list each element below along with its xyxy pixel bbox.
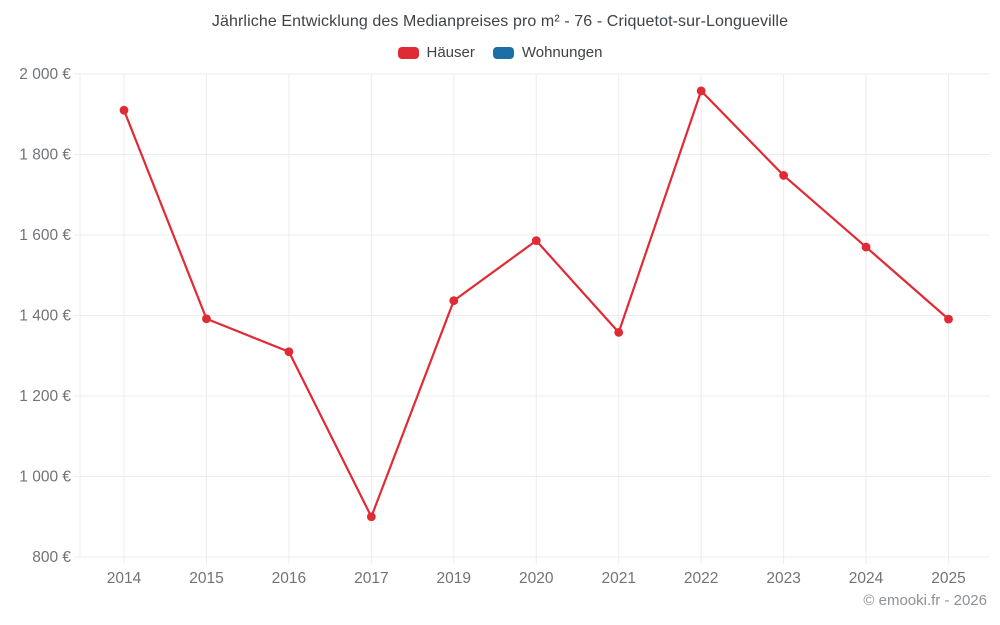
copyright-text: © emooki.fr - 2026 bbox=[863, 592, 987, 609]
y-axis-tick-label: 1 600 € bbox=[19, 227, 71, 244]
legend-item-wohnungen[interactable]: Wohnungen bbox=[492, 44, 603, 61]
data-point-2022[interactable] bbox=[696, 86, 706, 96]
x-axis-tick-label: 2016 bbox=[272, 570, 306, 587]
x-axis-tick-label: 2019 bbox=[437, 570, 471, 587]
x-axis-tick-label: 2017 bbox=[354, 570, 388, 587]
y-axis-tick-label: 1 400 € bbox=[19, 308, 71, 325]
y-axis-tick-label: 800 € bbox=[32, 549, 71, 566]
data-point-2019[interactable] bbox=[449, 296, 459, 306]
data-point-2025[interactable] bbox=[944, 314, 953, 324]
legend-item-haeuser[interactable]: Häuser bbox=[397, 44, 475, 61]
haeuser-series-swatch-icon bbox=[397, 46, 419, 59]
x-axis-tick-label: 2014 bbox=[107, 570, 142, 587]
y-axis-tick-label: 1 200 € bbox=[19, 388, 71, 405]
x-axis-tick-label: 2022 bbox=[684, 570, 718, 587]
x-axis-tick-label: 2021 bbox=[601, 570, 635, 587]
x-axis-tick-label: 2023 bbox=[766, 570, 800, 587]
legend-label-haeuser: Häuser bbox=[426, 44, 475, 61]
wohnungen-series-swatch-icon bbox=[492, 46, 514, 59]
chart-title: Jährliche Entwicklung des Medianpreises … bbox=[211, 13, 789, 30]
x-axis-tick-label: 2024 bbox=[849, 570, 884, 587]
x-axis-tick-label: 2020 bbox=[519, 570, 554, 587]
data-point-2023[interactable] bbox=[779, 171, 788, 180]
y-axis-tick-label: 2 000 € bbox=[19, 66, 71, 83]
y-axis-tick-label: 1 000 € bbox=[19, 469, 71, 486]
x-axis-tick-label: 2025 bbox=[931, 570, 965, 587]
data-point-2020[interactable] bbox=[531, 236, 541, 246]
legend-label-wohnungen: Wohnungen bbox=[521, 44, 603, 61]
chart-legend: Häuser Wohnungen bbox=[0, 44, 1000, 61]
data-point-2021[interactable] bbox=[614, 328, 624, 337]
y-axis-tick-label: 1 800 € bbox=[19, 147, 71, 164]
data-point-2016[interactable] bbox=[284, 347, 294, 357]
x-axis-tick-label: 2015 bbox=[189, 570, 223, 587]
data-point-2024[interactable] bbox=[861, 242, 871, 252]
data-point-2017[interactable] bbox=[366, 512, 376, 522]
data-point-2014[interactable] bbox=[119, 105, 129, 115]
data-point-2015[interactable] bbox=[202, 314, 211, 324]
